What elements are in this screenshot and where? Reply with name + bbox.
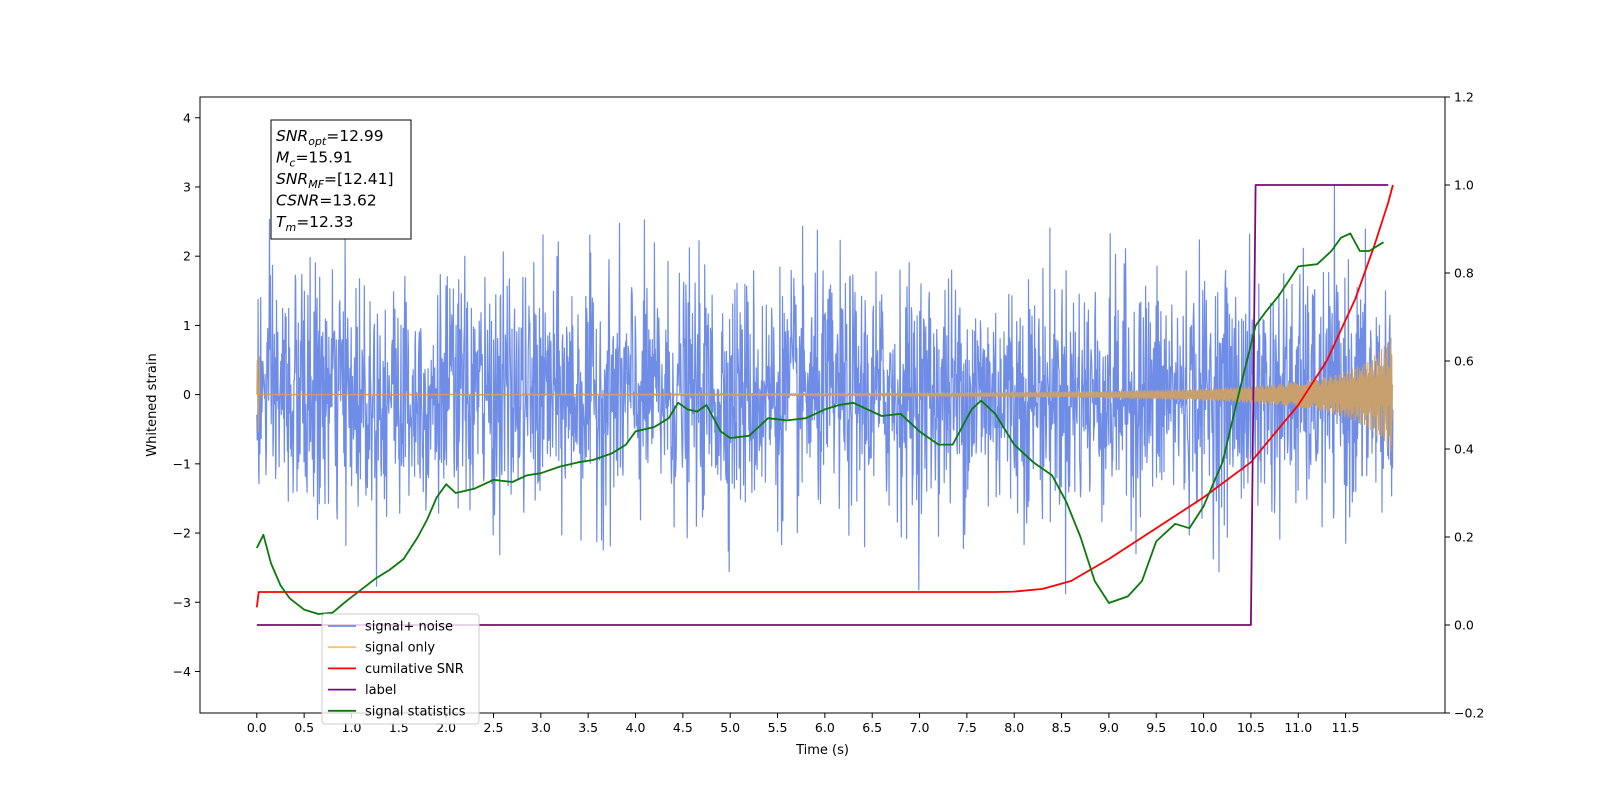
y-tick-label: 0 xyxy=(183,387,191,402)
legend-entry-label: signal only xyxy=(365,641,435,656)
info-line: SNRMF=[12.41] xyxy=(276,170,394,191)
y2-tick-label: 0.4 xyxy=(1454,442,1474,457)
y-tick-label: −3 xyxy=(173,595,191,610)
legend-entry-label: signal+ noise xyxy=(365,620,453,635)
y2-tick-label: 1.0 xyxy=(1454,178,1474,193)
y-tick-label: −2 xyxy=(173,526,191,541)
x-tick-label: 9.0 xyxy=(1099,720,1119,735)
y2-tick-label: 0.8 xyxy=(1454,266,1474,281)
x-tick-label: 5.5 xyxy=(768,720,788,735)
y-tick-label: 1 xyxy=(183,318,191,333)
legend-frame xyxy=(321,613,480,725)
legend-entry-label: signal statistics xyxy=(365,704,466,719)
info-line: CSNR=13.62 xyxy=(276,192,377,210)
info-line: Tm=12.33 xyxy=(276,213,354,234)
x-tick-label: 11.5 xyxy=(1332,720,1360,735)
legend: signal+ noise signal only cumilative SNR la… xyxy=(321,613,480,725)
y-tick-label: 3 xyxy=(183,179,191,194)
x-tick-label: 9.5 xyxy=(1146,720,1166,735)
y2-tick-label: −0.2 xyxy=(1454,706,1484,721)
info-line-symbol: M xyxy=(276,149,289,167)
x-tick-label: 4.5 xyxy=(673,720,693,735)
y-tick-label: 4 xyxy=(183,110,191,125)
x-tick-label: 6.5 xyxy=(862,720,882,735)
plot-frame xyxy=(199,96,1446,714)
y2-tick-label: 1.2 xyxy=(1454,90,1474,105)
series-line-label xyxy=(256,184,1389,626)
info-line-subscript: MF xyxy=(308,178,324,191)
info-line-value: =12.99 xyxy=(326,127,383,145)
x-tick-label: 4.0 xyxy=(626,720,646,735)
series-line-cumilative-snr xyxy=(255,184,1394,608)
y2-tick-label: 0.0 xyxy=(1454,618,1474,633)
x-tick-label: 2.5 xyxy=(484,720,504,735)
x-tick-label: 10.0 xyxy=(1190,720,1218,735)
info-box: SNRopt=12.99Mc=15.91SNRMF=[12.41]CSNR=13… xyxy=(270,119,412,240)
info-line-symbol: T xyxy=(276,213,287,231)
y-tick-label: 2 xyxy=(183,249,191,264)
x-tick-label: 5.0 xyxy=(720,720,740,735)
series-line-signal-statistics xyxy=(255,232,1384,615)
info-line: SNRopt=12.99 xyxy=(276,127,384,148)
info-line-subscript: m xyxy=(285,221,296,234)
x-tick-label: 11.0 xyxy=(1284,720,1312,735)
x-tick-label: 8.0 xyxy=(1004,720,1024,735)
info-line-value: =12.33 xyxy=(296,213,353,231)
info-line-symbol: SNR xyxy=(276,170,308,188)
x-tick-label: 6.0 xyxy=(815,720,835,735)
y-tick-label: −4 xyxy=(173,664,191,679)
info-line-subscript: c xyxy=(289,157,295,170)
series-line-signal-only xyxy=(256,337,1394,452)
y-axis-label: Whitened strain xyxy=(145,353,160,456)
x-tick-label: 0.0 xyxy=(247,720,267,735)
x-tick-label: 7.5 xyxy=(957,720,977,735)
x-tick-label: 0.5 xyxy=(294,720,314,735)
info-line-value: =[12.41] xyxy=(324,170,393,188)
y2-tick-label: 0.2 xyxy=(1454,530,1474,545)
info-line-subscript: opt xyxy=(308,135,327,148)
info-line-value: =13.62 xyxy=(319,192,376,210)
x-tick-label: 7.0 xyxy=(910,720,930,735)
x-tick-label: 3.0 xyxy=(531,720,551,735)
info-line-symbol: CSNR xyxy=(276,192,319,210)
y-tick-label: −1 xyxy=(173,456,191,471)
data-layer xyxy=(255,184,1394,626)
info-box-frame xyxy=(270,119,412,240)
series-line-signal-noise xyxy=(256,184,1394,595)
axes-layer: 0.0 0.5 1.0 1.5 2.0 2.5 3.0 3.5 4.0 4.5 5.0 5.5 6.0 6… xyxy=(173,90,1485,736)
x-axis-label: Time (s) xyxy=(795,743,849,758)
info-line-value: =15.91 xyxy=(295,149,352,167)
info-line-symbol: SNR xyxy=(276,127,308,145)
y2-tick-label: 0.6 xyxy=(1454,354,1474,369)
legend-entry-label: label xyxy=(365,683,396,698)
x-tick-label: 8.5 xyxy=(1052,720,1072,735)
legend-entry-label: cumilative SNR xyxy=(365,662,464,677)
x-tick-label: 10.5 xyxy=(1237,720,1265,735)
x-tick-label: 3.5 xyxy=(578,720,598,735)
info-line: Mc=15.91 xyxy=(276,149,353,170)
